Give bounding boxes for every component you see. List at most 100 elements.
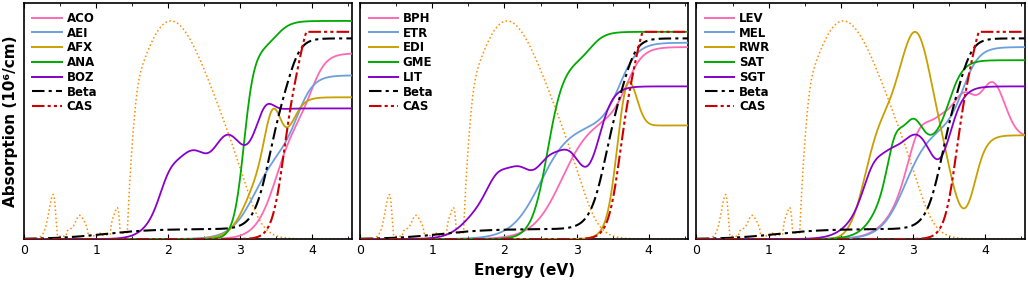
EDI bbox=[411, 237, 424, 241]
CAS bbox=[816, 237, 829, 241]
Beta bbox=[339, 37, 352, 40]
Line: CAS: CAS bbox=[24, 32, 352, 239]
Line: CAS: CAS bbox=[697, 32, 1025, 239]
CAS bbox=[640, 30, 653, 33]
MEL bbox=[977, 52, 989, 55]
MEL bbox=[728, 237, 740, 241]
RWR bbox=[831, 236, 843, 239]
CAS bbox=[728, 237, 740, 241]
Line: Beta: Beta bbox=[697, 38, 1025, 239]
SGT bbox=[1019, 85, 1028, 88]
ETR bbox=[392, 237, 404, 241]
Beta bbox=[816, 229, 829, 232]
BPH bbox=[675, 46, 688, 49]
BOZ bbox=[144, 218, 156, 221]
Line: Beta: Beta bbox=[360, 38, 689, 239]
Beta bbox=[75, 235, 87, 238]
AEI bbox=[158, 237, 171, 241]
Beta bbox=[158, 228, 171, 232]
Line: EDI: EDI bbox=[360, 82, 689, 239]
MEL bbox=[1012, 46, 1024, 49]
ACO bbox=[144, 237, 156, 241]
Beta bbox=[480, 229, 492, 232]
SGT bbox=[831, 231, 843, 234]
CAS bbox=[683, 30, 695, 33]
Legend: ACO, AEI, AFX, ANA, BOZ, Beta, CAS: ACO, AEI, AFX, ANA, BOZ, Beta, CAS bbox=[30, 9, 100, 116]
ANA bbox=[17, 237, 30, 241]
Line: ACO: ACO bbox=[24, 54, 352, 239]
Line: LIT: LIT bbox=[360, 86, 689, 239]
MEL bbox=[831, 237, 843, 241]
LEV bbox=[691, 237, 703, 241]
BOZ bbox=[56, 237, 68, 241]
AFX bbox=[345, 96, 358, 99]
Beta bbox=[728, 236, 740, 239]
RWR bbox=[1012, 134, 1024, 137]
Beta bbox=[144, 229, 156, 232]
ACO bbox=[158, 237, 171, 241]
CAS bbox=[1012, 30, 1024, 33]
LIT bbox=[480, 189, 492, 193]
CAS bbox=[158, 237, 171, 241]
BPH bbox=[494, 236, 507, 239]
AFX bbox=[339, 96, 352, 99]
SAT bbox=[691, 237, 703, 241]
CAS bbox=[300, 30, 313, 33]
CAS bbox=[691, 237, 703, 241]
ANA bbox=[304, 19, 317, 23]
RWR bbox=[747, 237, 760, 241]
MEL bbox=[747, 237, 760, 241]
ANA bbox=[75, 237, 87, 241]
SGT bbox=[1012, 85, 1024, 88]
LIT bbox=[494, 169, 507, 172]
SGT bbox=[728, 237, 740, 241]
Beta bbox=[831, 228, 843, 232]
SGT bbox=[691, 237, 703, 241]
ANA bbox=[339, 19, 352, 22]
MEL bbox=[1019, 46, 1028, 49]
ETR bbox=[354, 237, 366, 241]
Beta bbox=[17, 237, 30, 241]
RWR bbox=[728, 237, 740, 241]
CAS bbox=[675, 30, 688, 33]
Line: BPH: BPH bbox=[360, 47, 689, 239]
BPH bbox=[640, 51, 653, 55]
CAS bbox=[354, 237, 366, 241]
LEV bbox=[728, 237, 740, 241]
SAT bbox=[1019, 58, 1028, 62]
CAS bbox=[75, 237, 87, 241]
LEV bbox=[831, 237, 843, 240]
ETR bbox=[480, 235, 492, 238]
Beta bbox=[675, 37, 688, 40]
ACO bbox=[304, 92, 317, 95]
ANA bbox=[158, 237, 171, 241]
SGT bbox=[747, 237, 760, 241]
AEI bbox=[304, 87, 317, 91]
BPH bbox=[354, 237, 366, 241]
LIT bbox=[683, 85, 695, 88]
LEV bbox=[1012, 129, 1024, 132]
ACO bbox=[17, 237, 30, 241]
BOZ bbox=[75, 237, 87, 241]
GME bbox=[392, 237, 404, 241]
CAS bbox=[411, 237, 424, 241]
X-axis label: Energy (eV): Energy (eV) bbox=[474, 262, 575, 278]
CAS bbox=[56, 237, 68, 241]
LEV bbox=[977, 88, 989, 92]
Beta bbox=[1012, 37, 1024, 40]
ETR bbox=[640, 45, 653, 49]
GME bbox=[411, 237, 424, 241]
Beta bbox=[411, 235, 424, 238]
CAS bbox=[831, 237, 843, 241]
SAT bbox=[728, 237, 740, 241]
Line: GME: GME bbox=[360, 32, 689, 239]
ETR bbox=[411, 237, 424, 241]
AFX bbox=[304, 98, 317, 101]
CAS bbox=[636, 30, 649, 33]
ANA bbox=[345, 19, 358, 22]
BOZ bbox=[345, 107, 358, 110]
ETR bbox=[675, 41, 688, 44]
ACO bbox=[56, 237, 68, 241]
ACO bbox=[339, 52, 352, 56]
BPH bbox=[683, 46, 695, 49]
